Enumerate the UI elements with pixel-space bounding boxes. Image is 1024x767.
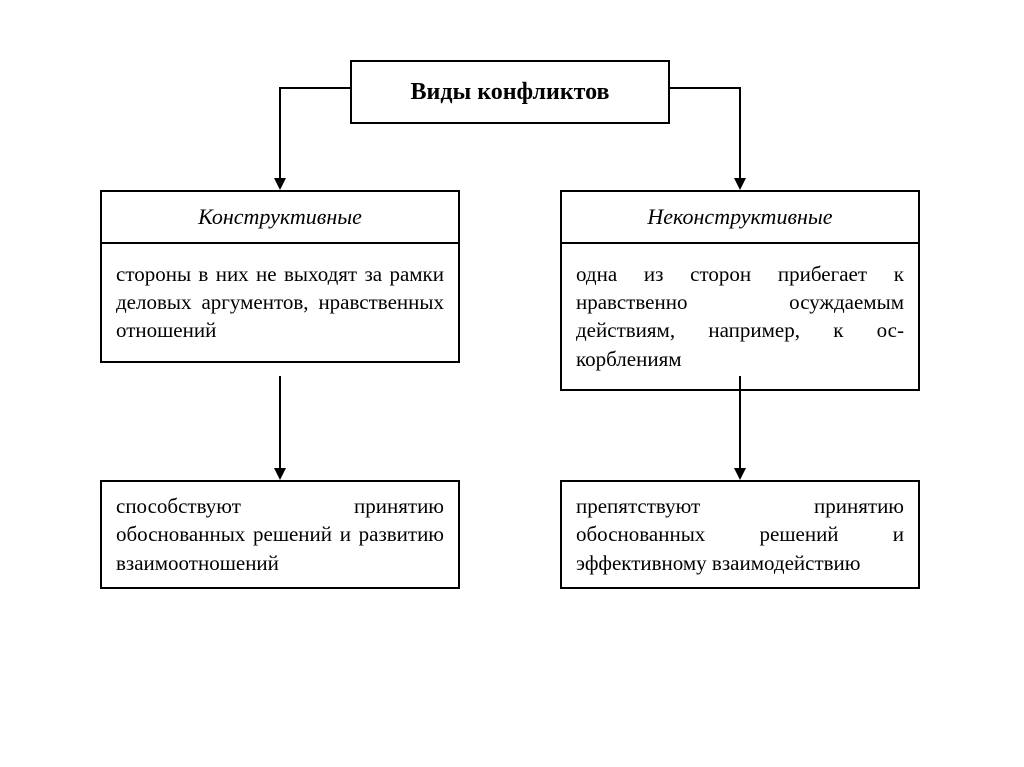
header-label: Виды конфликтов	[410, 79, 609, 105]
right-result-box: препятствуют принятию обоснованных решен…	[560, 480, 920, 589]
left-result-text: способствуют принятию обоснованных решен…	[116, 494, 444, 575]
right-category-title: Неконструктивные	[562, 192, 918, 244]
header-box: Виды конфликтов	[350, 60, 670, 124]
left-category-title: Конструктивные	[102, 192, 458, 244]
right-result-text: препятствуют принятию обоснованных решен…	[576, 494, 904, 575]
left-result-box: способствуют принятию обоснованных решен…	[100, 480, 460, 589]
left-category-box: Конструктивные стороны в них не выходят …	[100, 190, 460, 363]
right-category-box: Неконструктивные одна из сторон прибегае…	[560, 190, 920, 391]
right-category-desc: одна из сторон прибегает к нравственно о…	[562, 244, 918, 389]
left-category-desc: стороны в них не выходят за рамки деловы…	[102, 244, 458, 361]
